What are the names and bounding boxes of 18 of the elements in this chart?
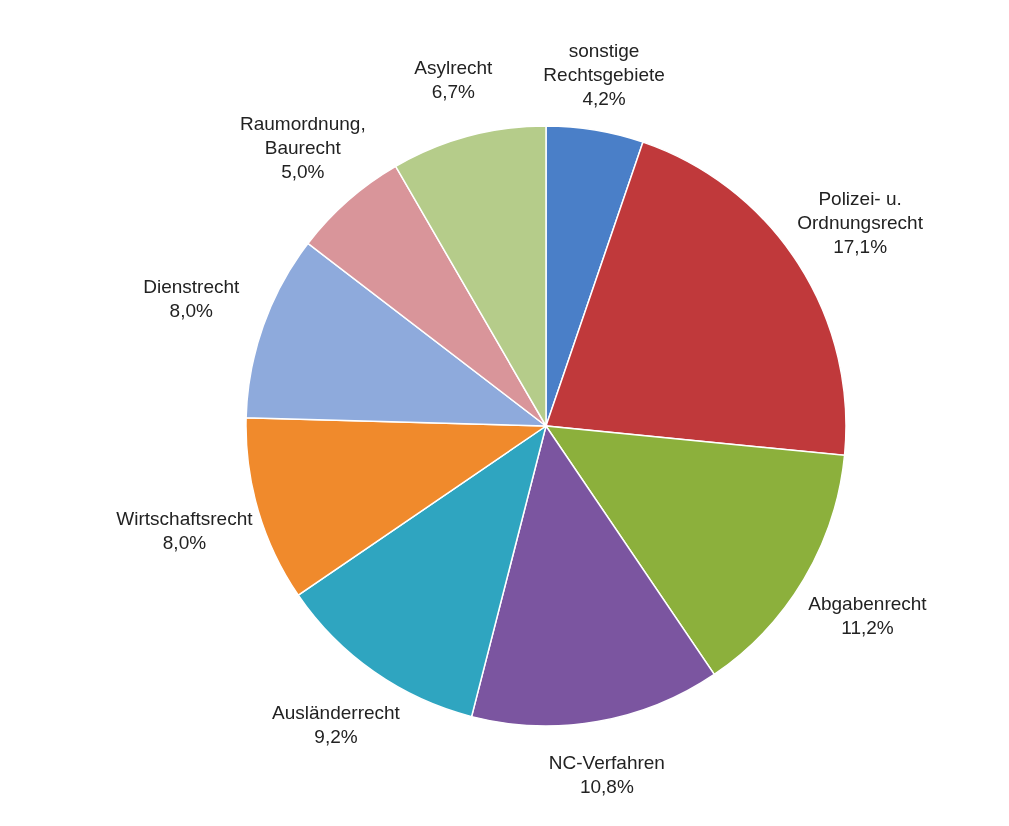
data-label: 8,0% (169, 300, 214, 322)
data-label: 4,2% (582, 88, 626, 110)
slice-label: Polizei- u. Ordnungsrecht (797, 187, 924, 233)
slice-label: Raumordnung, Baurecht (239, 113, 366, 159)
data-label: 6,7% (431, 80, 476, 102)
slice-label: sonstige Rechtsgebiete (543, 40, 665, 86)
slice-label: Abgabenrecht (808, 593, 928, 615)
data-label: 17,1% (833, 235, 888, 257)
slice-label: Ausländerrecht (272, 701, 401, 723)
slice-label: Dienstrecht (143, 276, 241, 298)
slice-label: Wirtschaftsrecht (116, 508, 254, 530)
slice-label: Asylrecht (414, 56, 494, 78)
data-label: 11,2% (841, 617, 894, 639)
data-label: 10,8% (579, 775, 634, 797)
data-label: 5,0% (281, 161, 325, 183)
data-label: 9,2% (314, 725, 358, 747)
slice-label: NC-Verfahren (548, 751, 665, 773)
data-label: 8,0% (162, 532, 207, 554)
